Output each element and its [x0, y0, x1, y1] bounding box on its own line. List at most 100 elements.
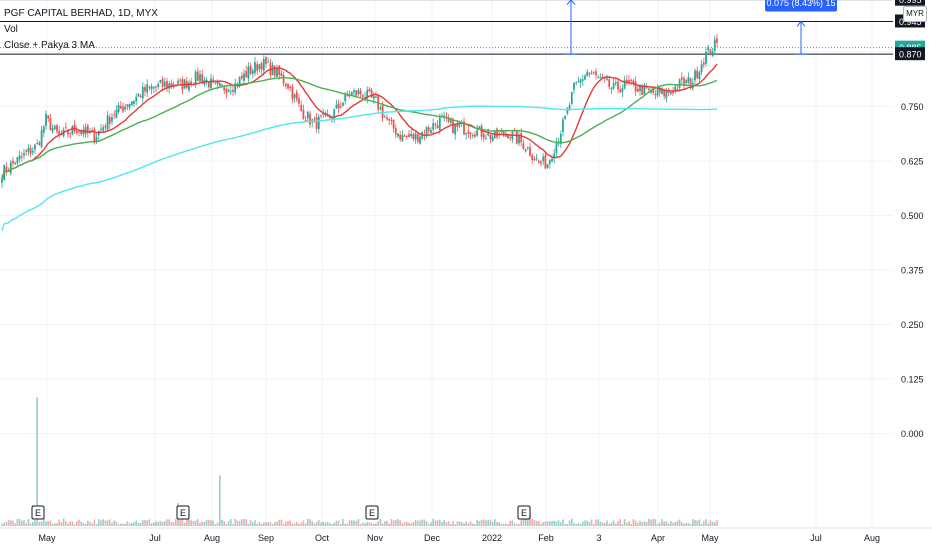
volume-bar [366, 522, 368, 526]
candle-body [137, 94, 140, 97]
candle-body [474, 134, 476, 137]
candle-body [619, 89, 622, 93]
volume-bar [71, 521, 74, 526]
volume-bar [58, 519, 60, 526]
volume-bar [663, 521, 665, 526]
x-tick-label: Jul [149, 533, 161, 543]
ma-indicator-label[interactable]: Close + Pakya 3 MA [4, 40, 95, 51]
volume-bar [375, 523, 377, 526]
volume-bar [252, 522, 254, 526]
volume-bar [135, 520, 137, 526]
volume-bar [265, 522, 267, 526]
volume-bar [342, 518, 344, 526]
candle-body [610, 87, 613, 90]
candle-body [366, 89, 369, 99]
volume-bar [307, 518, 309, 526]
candle-body [179, 79, 182, 81]
volume-bar [432, 518, 434, 526]
candle-body [478, 126, 481, 128]
candle-body [27, 148, 30, 152]
volume-bar [551, 520, 553, 526]
candle-body [383, 116, 386, 118]
volume-bar [1, 523, 3, 526]
candle-body [51, 128, 54, 132]
volume-bar [397, 518, 399, 526]
volume-bar [285, 521, 287, 526]
volume-bar [498, 522, 500, 526]
volume-bar [282, 523, 285, 526]
candle-body [658, 87, 661, 93]
volume-bar [483, 519, 485, 526]
volume-bar [304, 523, 307, 526]
volume-bar [370, 523, 373, 526]
x-tick-label: 2022 [482, 533, 502, 543]
candle-body [106, 115, 109, 130]
candle-body [276, 67, 278, 77]
volume-bar [27, 519, 30, 526]
volume-bar [496, 522, 498, 526]
candle-body [645, 87, 648, 89]
currency-badge[interactable]: MYR [903, 6, 927, 22]
volume-bar [106, 520, 109, 526]
volume-bar [23, 520, 25, 526]
volume-bar [467, 523, 470, 526]
candle-body [214, 82, 217, 84]
volume-bar [210, 520, 212, 526]
volume-bar [7, 519, 10, 526]
volume-bar [87, 520, 89, 526]
candle-body [234, 83, 237, 93]
volume-bar [439, 519, 441, 526]
volume-bar [54, 523, 56, 526]
volume-bar [480, 519, 483, 526]
volume-bar [641, 522, 643, 526]
candle-body [414, 133, 417, 140]
candle-body [194, 71, 197, 86]
candle-body [702, 62, 705, 65]
candle-body [447, 119, 450, 122]
volume-bar [685, 523, 687, 526]
earnings-marker [176, 505, 190, 520]
volume-bar [40, 521, 43, 526]
volume-bar [104, 520, 107, 526]
candle-body [69, 133, 72, 135]
candle-body [342, 102, 344, 106]
candle-body [102, 127, 105, 131]
candle-body [355, 90, 358, 96]
volume-bar [82, 522, 85, 526]
candle-body [641, 85, 644, 95]
candle-body [432, 123, 435, 130]
volume-bar [595, 519, 597, 526]
x-tick-label: Jul [810, 533, 822, 543]
candle-body [245, 70, 248, 78]
volume-bar [571, 518, 573, 526]
candle-body [540, 161, 542, 164]
volume-bar [474, 524, 476, 526]
candle-body [315, 117, 318, 129]
volume-bar [489, 519, 492, 526]
volume-bar [588, 521, 591, 526]
candle-body [491, 136, 494, 142]
volume-bar [181, 518, 184, 526]
candle-body [388, 119, 391, 121]
candle-body [113, 114, 116, 116]
volume-bar [698, 519, 701, 526]
symbol-title[interactable]: PGF CAPITAL BERHAD, 1D, MYX [4, 8, 158, 19]
volume-bar [507, 523, 509, 526]
candle-body [201, 74, 204, 83]
candle-body [168, 83, 171, 89]
candle-body [258, 64, 261, 70]
volume-bar [623, 519, 626, 526]
volume-indicator-label[interactable]: Vol [4, 24, 18, 35]
volume-bar [124, 523, 126, 526]
volume-bar [315, 521, 318, 526]
candle-body [636, 88, 639, 92]
volume-bar [126, 521, 129, 526]
volume-bar [331, 524, 333, 526]
volume-bar [164, 521, 166, 526]
volume-bar [518, 523, 520, 526]
y-tick-label: 0.125 [901, 375, 924, 385]
candle-body [205, 79, 208, 83]
candle-body [454, 124, 457, 135]
